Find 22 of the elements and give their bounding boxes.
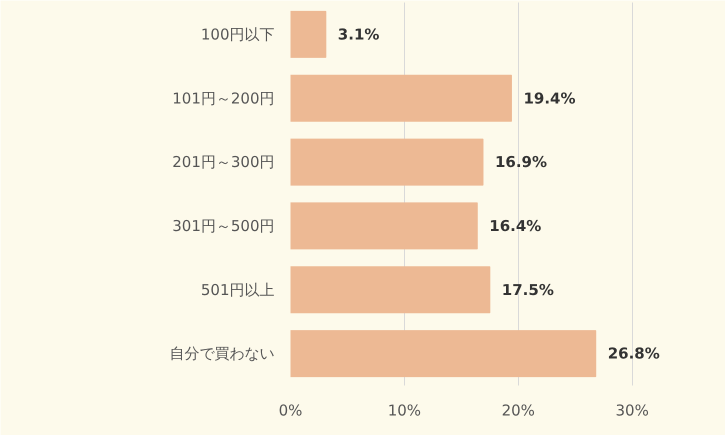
x-tick-label: 30% — [615, 402, 649, 420]
y-tick-label: 301円～500円 — [172, 216, 275, 235]
x-tick-label: 20% — [502, 402, 535, 420]
x-tick-label: 0% — [278, 402, 302, 420]
y-tick-label: 501円以上 — [200, 280, 275, 299]
y-tick-label: 100円以下 — [200, 25, 275, 44]
bar — [290, 138, 484, 186]
data-label: 26.8% — [608, 344, 660, 363]
data-label: 16.4% — [489, 216, 542, 235]
y-tick-label: 101円～200円 — [172, 89, 275, 108]
data-label: 3.1% — [338, 25, 380, 44]
y-tick-label: 201円～300円 — [172, 153, 275, 172]
data-label: 17.5% — [502, 280, 554, 299]
bar — [290, 74, 512, 122]
bar — [290, 202, 478, 250]
y-tick-label: 自分で買わない — [170, 344, 274, 363]
data-label: 16.9% — [494, 153, 548, 172]
bar — [290, 330, 596, 378]
bar — [290, 10, 326, 58]
data-label: 19.4% — [523, 89, 576, 108]
x-tick-label: 10% — [388, 402, 422, 420]
bar — [290, 266, 490, 314]
